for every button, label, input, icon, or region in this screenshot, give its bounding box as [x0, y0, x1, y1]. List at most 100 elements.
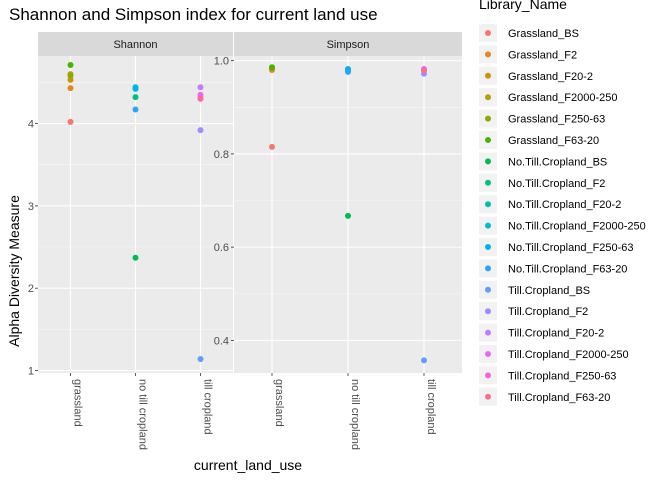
legend-label: No.Till.Cropland_F63-20	[508, 263, 627, 275]
facet-strip	[234, 32, 462, 56]
y-axis-title: Alpha Diversity Measure	[6, 195, 22, 347]
legend-label: No.Till.Cropland_F2000-250	[508, 221, 646, 233]
y-tick-label: 0.4	[214, 335, 229, 347]
legend-swatch	[485, 286, 491, 293]
legend-item: Till.Cropland_F2	[479, 302, 588, 321]
data-point-grassland-f63-20	[269, 64, 275, 71]
data-point-grassland-bs	[269, 143, 275, 150]
y-tick-label: 0.8	[214, 149, 229, 161]
facet-panels: Shannon 1 2 3 4 grassland no till cropland till…	[28, 32, 462, 450]
y-tick-label: 0.6	[214, 242, 229, 254]
panel-shannon: Shannon 1 2 3 4 grassland no till cropland till…	[28, 32, 233, 450]
legend: Library_Name Grassland_BS Grassland_F2 Gra…	[479, 0, 646, 406]
y-tick-label: 1.0	[214, 56, 229, 68]
panel-simpson: Simpson 0.4 0.6 0.8 1.0 grassland no till crop…	[214, 32, 462, 450]
legend-item: Till.Cropland_F2000-250	[479, 345, 629, 363]
legend-item: Grassland_F2000-250	[479, 88, 617, 107]
data-point-till-cropland-f63-20	[197, 95, 204, 102]
legend-item: Grassland_F250-63	[479, 109, 605, 128]
legend-label: Till.Cropland_F20-2	[508, 328, 604, 340]
chart-title: Shannon and Simpson index for current la…	[9, 5, 378, 24]
legend-item: No.Till.Cropland_F20-2	[479, 195, 621, 214]
data-point-no-till-cropland-f250-63	[132, 85, 139, 92]
y-tick-label: 4	[28, 119, 34, 131]
legend-swatch	[485, 351, 491, 357]
legend-label: Till.Cropland_F2	[508, 306, 588, 318]
x-tick-label: no till cropland	[137, 379, 149, 450]
legend-item: Grassland_BS	[479, 24, 579, 42]
data-point-grassland-bs	[67, 118, 74, 125]
legend-swatch	[485, 137, 491, 143]
x-tick-label: grassland	[72, 379, 84, 427]
legend-label: Grassland_F20-2	[508, 71, 593, 83]
legend-item: No.Till.Cropland_BS	[479, 152, 607, 171]
legend-label: Grassland_F250-63	[508, 114, 605, 126]
legend-label: No.Till.Cropland_F2	[508, 178, 605, 190]
legend-label: Grassland_F2	[508, 49, 577, 61]
legend-item: Grassland_F2	[479, 45, 577, 64]
x-tick-label: till cropland	[425, 379, 437, 435]
y-tick-label: 1	[28, 366, 34, 378]
data-point-till-cropland-f2	[197, 127, 204, 134]
legend-swatch	[485, 372, 491, 379]
data-point-no-till-cropland-f63-20	[345, 68, 351, 75]
legend-item: Grassland_F20-2	[479, 66, 593, 85]
facet-strip-label: Simpson	[327, 39, 370, 51]
legend-item: Till.Cropland_BS	[479, 280, 590, 299]
legend-label: Till.Cropland_F63-20	[508, 392, 610, 404]
data-point-grassland-f250-63	[67, 72, 74, 79]
legend-label: Till.Cropland_F250-63	[508, 370, 616, 382]
legend-label: Till.Cropland_F2000-250	[508, 349, 629, 361]
legend-label: No.Till.Cropland_F250-63	[508, 242, 634, 254]
legend-label: Till.Cropland_BS	[508, 285, 590, 297]
legend-title: Library_Name	[479, 0, 567, 12]
legend-swatch	[485, 94, 491, 101]
data-point-till-cropland-bs	[197, 356, 204, 363]
legend-item: No.Till.Cropland_F63-20	[479, 259, 627, 278]
y-tick-label: 3	[28, 201, 34, 213]
legend-label: No.Till.Cropland_BS	[508, 156, 607, 168]
data-point-grassland-f2	[67, 85, 74, 92]
data-point-till-cropland-bs	[421, 357, 427, 364]
legend-item: Till.Cropland_F250-63	[479, 366, 616, 385]
legend-item: No.Till.Cropland_F250-63	[479, 238, 634, 256]
legend-swatch	[485, 222, 491, 229]
legend-item: Till.Cropland_F20-2	[479, 323, 604, 342]
legend-label: Grassland_F2000-250	[508, 92, 617, 104]
legend-item: Grassland_F63-20	[479, 131, 599, 149]
data-point-no-till-cropland-f63-20	[132, 106, 139, 113]
data-point-grassland-f20-2	[67, 76, 74, 83]
legend-swatch	[485, 329, 491, 336]
legend-label: Grassland_BS	[508, 28, 579, 40]
data-point-no-till-cropland-f2	[132, 94, 139, 101]
data-point-no-till-cropland-bs	[345, 212, 351, 219]
data-point-till-cropland-f63-20	[421, 67, 427, 74]
legend-item: No.Till.Cropland_F2000-250	[479, 216, 646, 235]
legend-label: No.Till.Cropland_F20-2	[508, 199, 621, 211]
legend-swatch	[485, 265, 491, 272]
facet-strip	[38, 32, 233, 56]
legend-swatch	[485, 115, 491, 122]
legend-item: No.Till.Cropland_F2	[479, 173, 605, 192]
legend-swatch	[485, 158, 491, 165]
facet-strip-label: Shannon	[113, 39, 157, 51]
data-point-till-cropland-f20-2	[197, 84, 204, 91]
legend-swatch	[485, 30, 491, 36]
x-tick-label: no till cropland	[349, 379, 361, 450]
legend-swatch	[485, 51, 491, 58]
data-point-grassland-f63-20	[67, 62, 74, 69]
y-tick-label: 2	[28, 283, 34, 295]
legend-swatch	[485, 308, 491, 315]
legend-swatch	[485, 179, 491, 186]
x-tick-label: grassland	[273, 379, 285, 427]
legend-swatch	[485, 393, 491, 400]
legend-swatch	[485, 244, 491, 250]
x-tick-label: till cropland	[202, 379, 214, 435]
x-axis-title: current_land_use	[194, 457, 302, 473]
legend-swatch	[485, 201, 491, 208]
legend-swatch	[485, 72, 491, 79]
data-point-no-till-cropland-bs	[132, 254, 139, 261]
legend-label: Grassland_F63-20	[508, 135, 599, 147]
legend-item: Till.Cropland_F63-20	[479, 387, 610, 406]
